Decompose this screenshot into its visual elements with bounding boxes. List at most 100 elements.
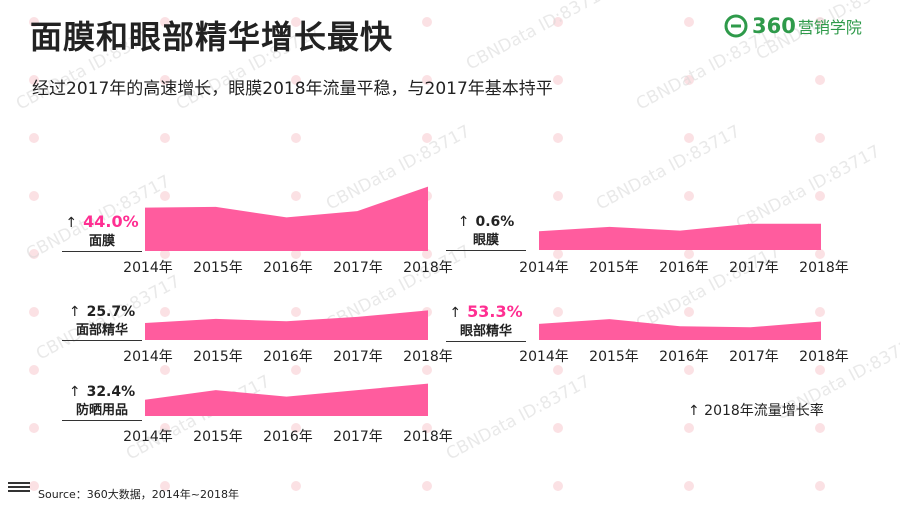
background-dot <box>422 17 432 27</box>
background-dot <box>684 133 694 143</box>
background-dot <box>160 307 170 317</box>
background-dot <box>291 249 301 259</box>
background-dot <box>291 307 301 317</box>
up-arrow-icon: ↑ <box>65 215 78 231</box>
x-tick-label: 2014年 <box>123 349 173 365</box>
source-note: Source：360大数据，2014年~2018年 <box>38 488 239 501</box>
growth-value: 32.4% <box>86 384 136 400</box>
area-series <box>145 383 428 416</box>
x-tick-label: 2014年 <box>123 260 173 276</box>
background-dot <box>29 75 39 85</box>
x-tick-label: 2016年 <box>263 429 313 445</box>
background-dot <box>422 249 432 259</box>
up-arrow-icon: ↑ <box>457 214 470 230</box>
logo-ring-icon <box>724 14 748 38</box>
background-dot <box>553 17 563 27</box>
page-title: 面膜和眼部精华增长最快 <box>30 18 394 56</box>
background-dot <box>160 481 170 491</box>
background-dot <box>815 249 825 259</box>
background-dot <box>815 133 825 143</box>
background-dot <box>553 365 563 375</box>
background-dot <box>29 133 39 143</box>
background-dot <box>553 307 563 317</box>
background-dot <box>422 481 432 491</box>
growth-value: 44.0% <box>83 212 139 231</box>
background-dot <box>815 17 825 27</box>
growth-rate: ↑ 53.3% <box>446 302 526 323</box>
background-dot <box>684 75 694 85</box>
background-dot <box>553 481 563 491</box>
x-tick-label: 2016年 <box>659 260 709 276</box>
background-dot <box>29 307 39 317</box>
legend-note: ↑ 2018年流量增长率 <box>688 403 824 419</box>
background-dot <box>29 17 39 27</box>
x-tick-label: 2017年 <box>333 429 383 445</box>
area-series <box>539 319 821 340</box>
background-dot <box>291 133 301 143</box>
background-dot <box>291 75 301 85</box>
background-dot <box>553 133 563 143</box>
x-tick-label: 2015年 <box>589 260 639 276</box>
growth-rate: ↑ 25.7% <box>62 302 142 322</box>
background-dot <box>684 17 694 27</box>
up-arrow-icon: ↑ <box>449 305 462 321</box>
category-name: 面部精华 <box>62 322 142 341</box>
metric-label: ↑ 0.6% 眼膜 <box>446 212 526 251</box>
area-series <box>145 186 428 251</box>
background-dot <box>160 423 170 433</box>
background-dot <box>29 481 39 491</box>
x-tick-label: 2018年 <box>403 429 453 445</box>
background-dot <box>422 365 432 375</box>
x-tick-label: 2016年 <box>263 260 313 276</box>
background-dot <box>160 365 170 375</box>
background-dot <box>291 365 301 375</box>
x-tick-label: 2017年 <box>729 260 779 276</box>
page-subtitle: 经过2017年的高速增长，眼膜2018年流量平稳，与2017年基本持平 <box>32 79 553 99</box>
logo-text: 营销学院 <box>797 18 862 37</box>
x-tick-label: 2015年 <box>193 429 243 445</box>
x-tick-label: 2016年 <box>659 349 709 365</box>
category-name: 面膜 <box>62 233 142 252</box>
x-tick-label: 2015年 <box>193 260 243 276</box>
background-dot <box>160 133 170 143</box>
x-tick-label: 2017年 <box>729 349 779 365</box>
growth-rate: ↑ 32.4% <box>62 382 142 402</box>
x-tick-label: 2014年 <box>519 260 569 276</box>
metric-label: ↑ 53.3% 眼部精华 <box>446 302 526 342</box>
x-tick-label: 2018年 <box>799 349 849 365</box>
category-name: 防晒用品 <box>62 402 142 421</box>
background-dot <box>684 249 694 259</box>
x-tick-label: 2018年 <box>403 349 453 365</box>
background-dot <box>422 423 432 433</box>
metric-label: ↑ 32.4% 防晒用品 <box>62 382 142 421</box>
x-tick-label: 2014年 <box>123 429 173 445</box>
background-dot <box>553 423 563 433</box>
growth-rate: ↑ 44.0% <box>62 212 142 233</box>
area-series <box>145 310 428 340</box>
background-dot <box>684 481 694 491</box>
background-dot <box>160 249 170 259</box>
x-tick-label: 2017年 <box>333 349 383 365</box>
background-dot <box>815 423 825 433</box>
x-tick-label: 2017年 <box>333 260 383 276</box>
background-dot <box>291 17 301 27</box>
menu-lines-icon <box>8 482 30 494</box>
background-dot <box>684 307 694 317</box>
x-tick-label: 2015年 <box>589 349 639 365</box>
growth-value: 0.6% <box>475 214 515 230</box>
background-dot <box>291 191 301 201</box>
background-dot <box>160 17 170 27</box>
background-dot <box>422 133 432 143</box>
brand-logo: 360 营销学院 <box>724 14 862 38</box>
growth-rate: ↑ 0.6% <box>446 212 526 232</box>
x-tick-label: 2015年 <box>193 349 243 365</box>
category-name: 眼膜 <box>446 232 526 251</box>
background-dot <box>422 75 432 85</box>
background-dot <box>815 307 825 317</box>
background-dot <box>29 191 39 201</box>
background-dot <box>815 191 825 201</box>
metric-label: ↑ 44.0% 面膜 <box>62 212 142 252</box>
background-dot <box>815 481 825 491</box>
